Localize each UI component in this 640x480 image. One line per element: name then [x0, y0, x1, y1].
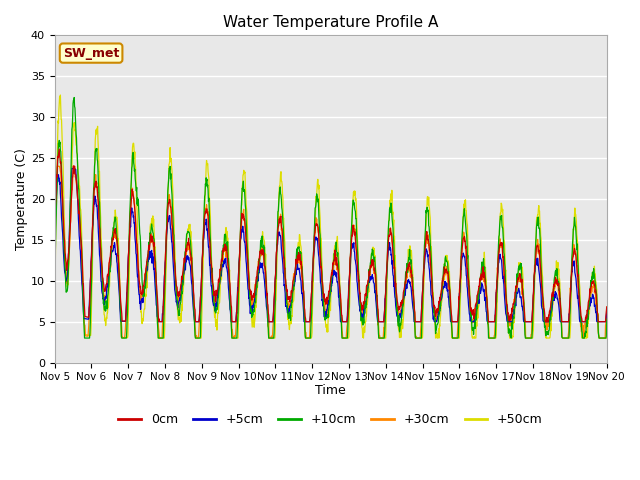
+5cm — [51, 237, 58, 243]
+5cm — [174, 305, 182, 311]
Line: +30cm: +30cm — [54, 166, 607, 338]
+5cm — [538, 303, 545, 309]
+30cm — [54, 163, 61, 169]
Legend: 0cm, +5cm, +10cm, +30cm, +50cm: 0cm, +5cm, +10cm, +30cm, +50cm — [113, 408, 548, 431]
+30cm — [161, 280, 168, 286]
0cm — [538, 282, 545, 288]
+10cm — [538, 276, 546, 281]
+50cm — [174, 309, 182, 314]
0cm — [161, 283, 168, 289]
+10cm — [70, 95, 78, 100]
+50cm — [161, 335, 168, 341]
+50cm — [236, 269, 243, 275]
+30cm — [236, 251, 243, 256]
Line: 0cm: 0cm — [54, 149, 607, 322]
0cm — [174, 293, 182, 299]
+30cm — [489, 335, 497, 341]
Y-axis label: Temperature (C): Temperature (C) — [15, 148, 28, 250]
0cm — [56, 146, 63, 152]
+30cm — [603, 304, 611, 310]
0cm — [489, 319, 497, 324]
+30cm — [417, 327, 424, 333]
+5cm — [417, 319, 424, 324]
+5cm — [489, 319, 497, 324]
+10cm — [603, 316, 611, 322]
0cm — [417, 319, 424, 324]
+30cm — [174, 293, 182, 299]
+10cm — [51, 278, 58, 284]
Line: +10cm: +10cm — [54, 97, 607, 338]
0cm — [236, 257, 243, 263]
+5cm — [602, 319, 609, 324]
+5cm — [68, 166, 76, 171]
Text: SW_met: SW_met — [63, 47, 119, 60]
Line: +50cm: +50cm — [54, 95, 607, 338]
Line: +5cm: +5cm — [54, 168, 607, 322]
+10cm — [161, 291, 168, 297]
+10cm — [236, 239, 244, 245]
Title: Water Temperature Profile A: Water Temperature Profile A — [223, 15, 438, 30]
+10cm — [490, 335, 497, 341]
+50cm — [603, 335, 611, 341]
+50cm — [538, 256, 545, 262]
+50cm — [489, 335, 497, 341]
+30cm — [538, 288, 545, 293]
+5cm — [236, 254, 243, 260]
+50cm — [417, 335, 424, 341]
0cm — [51, 229, 58, 235]
+10cm — [174, 307, 182, 312]
+5cm — [161, 274, 168, 279]
0cm — [602, 319, 609, 324]
+50cm — [56, 92, 64, 98]
+10cm — [81, 335, 88, 341]
+5cm — [603, 307, 611, 312]
+30cm — [51, 245, 58, 251]
0cm — [603, 304, 611, 310]
+50cm — [51, 294, 58, 300]
+10cm — [417, 335, 425, 341]
X-axis label: Time: Time — [316, 384, 346, 396]
+30cm — [602, 335, 609, 341]
